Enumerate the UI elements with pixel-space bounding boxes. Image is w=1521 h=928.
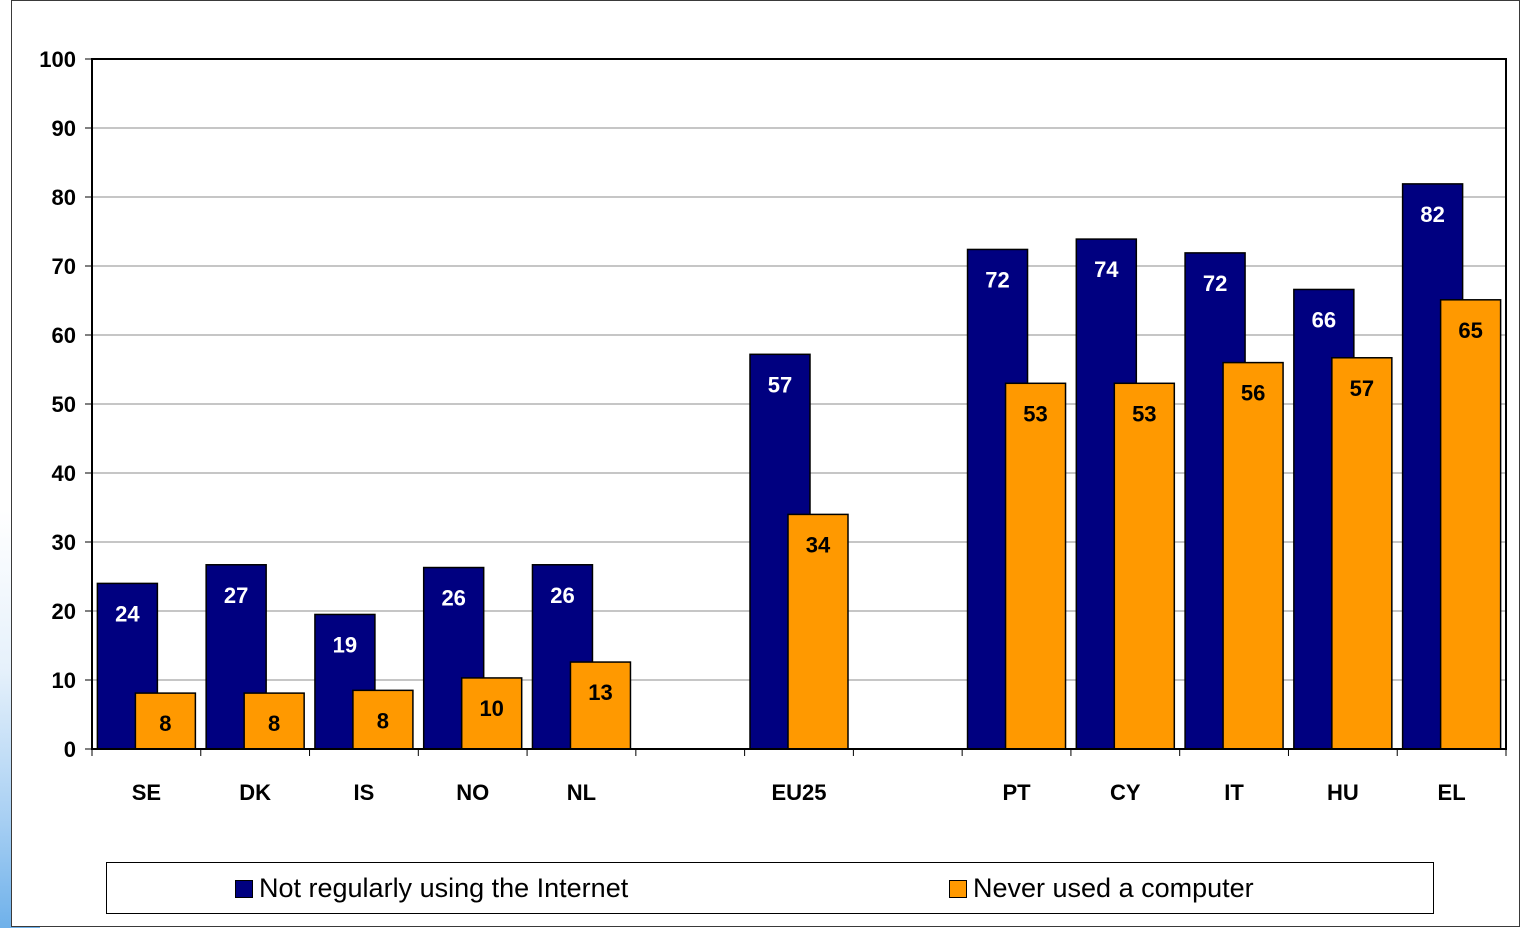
data-label-series-2-pt: 53 — [1023, 401, 1047, 426]
x-category-label-eu25: EU25 — [771, 780, 826, 805]
y-tick-label: 60 — [52, 323, 76, 348]
bar-series-2-dk — [243, 692, 305, 750]
legend-item-series-2: Never used a computer — [949, 873, 1254, 904]
bar-series-2-it — [1222, 361, 1284, 750]
y-tick-label: 0 — [64, 737, 76, 762]
data-label-series-1-cy: 74 — [1094, 257, 1119, 282]
legend-swatch-series-2 — [949, 879, 967, 898]
y-tick-label: 90 — [52, 116, 76, 141]
data-label-series-1-eu25: 57 — [768, 372, 792, 397]
x-category-label-it: IT — [1224, 780, 1244, 805]
x-category-label-el: EL — [1438, 780, 1466, 805]
legend-item-series-1: Not regularly using the Internet — [235, 873, 628, 904]
axes — [85, 58, 1507, 756]
y-tick-label: 50 — [52, 392, 76, 417]
legend: Not regularly using the Internet Never u… — [106, 862, 1434, 914]
y-tick-label: 70 — [52, 254, 76, 279]
y-tick-label: 40 — [52, 461, 76, 486]
x-category-label-dk: DK — [239, 780, 271, 805]
data-label-series-2-is: 8 — [377, 708, 389, 733]
x-category-label-is: IS — [354, 780, 375, 805]
y-tick-label: 100 — [39, 47, 76, 72]
plot-area — [91, 58, 1507, 750]
x-category-label-no: NO — [456, 780, 489, 805]
data-label-series-1-is: 19 — [333, 632, 357, 657]
data-label-series-2-hu: 57 — [1350, 376, 1374, 401]
bar-series-2-nl — [569, 661, 632, 750]
x-category-label-cy: CY — [1110, 780, 1141, 805]
y-tick-label: 10 — [52, 668, 76, 693]
bar-series-2-se — [134, 692, 197, 750]
data-label-series-2-dk: 8 — [268, 711, 280, 736]
data-label-series-1-hu: 66 — [1312, 307, 1336, 332]
legend-swatch-series-1 — [235, 879, 253, 898]
labels: 0 10 20 30 40 50 60 70 80 90 100 24 8 SE 27 8 DK 19 8 IS 26 1… — [39, 47, 1483, 805]
data-label-series-2-el: 65 — [1458, 318, 1482, 343]
bars — [96, 183, 1502, 750]
x-category-label-se: SE — [132, 780, 161, 805]
data-label-series-1-el: 82 — [1420, 202, 1444, 227]
data-label-series-2-cy: 53 — [1132, 401, 1156, 426]
legend-label-series-1: Not regularly using the Internet — [259, 873, 629, 903]
bar-series-2-el — [1439, 299, 1502, 750]
bar-chart: 0 10 20 30 40 50 60 70 80 90 100 24 8 SE 27 8 DK 19 8 IS 26 1… — [39, 47, 1507, 805]
x-category-label-pt: PT — [1002, 780, 1031, 805]
data-label-series-1-pt: 72 — [985, 267, 1009, 292]
bar-series-2-is — [352, 689, 414, 750]
data-label-series-1-it: 72 — [1203, 271, 1227, 296]
bar-series-2-hu — [1331, 357, 1393, 750]
data-label-series-1-no: 26 — [441, 586, 465, 611]
data-label-series-2-it: 56 — [1241, 381, 1265, 406]
legend-label-series-2: Never used a computer — [973, 873, 1254, 903]
y-tick-label: 30 — [52, 530, 76, 555]
data-label-series-1-nl: 26 — [550, 583, 574, 608]
bar-series-2-cy — [1113, 382, 1176, 750]
data-label-series-1-dk: 27 — [224, 583, 248, 608]
x-category-label-nl: NL — [567, 780, 596, 805]
x-category-label-hu: HU — [1327, 780, 1359, 805]
data-label-series-1-se: 24 — [115, 601, 140, 626]
data-label-series-2-eu25: 34 — [806, 532, 831, 557]
data-label-series-2-no: 10 — [479, 696, 503, 721]
y-tick-label: 80 — [52, 185, 76, 210]
bar-series-2-no — [460, 677, 523, 750]
bar-series-2-pt — [1004, 382, 1067, 750]
data-label-series-2-se: 8 — [159, 711, 171, 736]
data-label-series-2-nl: 13 — [588, 680, 612, 705]
y-tick-label: 20 — [52, 599, 76, 624]
